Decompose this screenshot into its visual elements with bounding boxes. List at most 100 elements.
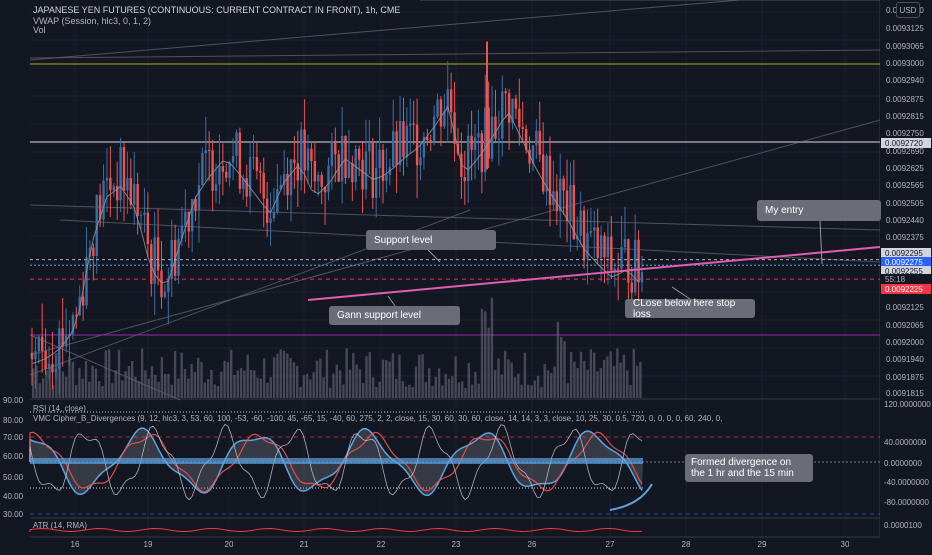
candle-body (368, 142, 371, 152)
candle-body (184, 211, 187, 226)
price-badge-label: 0.0092255 (885, 267, 923, 276)
candle-body (419, 157, 422, 166)
volume-bar (632, 349, 635, 398)
candle-body (497, 138, 501, 140)
price-badge-label: 55:18 (885, 275, 906, 284)
volume-bar (629, 384, 632, 398)
vmc-legend: VMC Cipher_B_Divergences (9, 12, hlc3, 3… (33, 414, 723, 423)
gann-support-line (307, 268, 644, 301)
volume-bar (233, 375, 236, 398)
candle-body (504, 91, 507, 94)
indicator-left-label: 90.00 (3, 396, 24, 405)
volume-bar (91, 365, 94, 398)
volume-bar (609, 351, 612, 398)
volume-bar (602, 359, 606, 398)
volume-bar (428, 368, 431, 398)
stoploss-pointer (671, 286, 691, 300)
volume-bar (68, 356, 71, 398)
volume-bar (467, 363, 470, 398)
my-entry-callout[interactable]: My entry (757, 200, 881, 221)
volume-bar (421, 354, 424, 398)
volume-bar (276, 353, 279, 398)
candle-body (627, 239, 630, 283)
volume-bar (355, 364, 358, 398)
volume-bar (144, 370, 147, 398)
volume-bar (546, 370, 550, 398)
indicator-right-label: 0.0000000 (884, 459, 922, 468)
volume-bar (177, 378, 180, 398)
volume-bar (365, 356, 368, 398)
volume-bar (296, 365, 299, 398)
candle-body (218, 166, 221, 185)
candle-body (620, 247, 623, 269)
candle-body (208, 149, 211, 151)
candle-body (187, 211, 190, 232)
price-tick-label: 0.0092750 (886, 129, 924, 138)
wave-one (29, 427, 643, 497)
volume-bar (249, 369, 253, 398)
support-level-callout[interactable]: Support level (366, 230, 496, 250)
candle-body (538, 130, 541, 155)
volume-bar (259, 378, 263, 398)
volume-bar (160, 357, 164, 398)
volume-bar (131, 361, 134, 398)
candle-body (156, 237, 160, 271)
candle-body (150, 244, 153, 284)
volume-bar (457, 382, 461, 398)
candle-body (177, 238, 180, 276)
price-badge (881, 284, 931, 294)
candle-body (238, 132, 242, 189)
gann-support-callout[interactable]: Gann support level (329, 306, 460, 325)
volume-bar (385, 360, 388, 398)
volume-bar (391, 353, 395, 398)
volume-bar (388, 361, 391, 398)
candle-body (129, 177, 133, 205)
volume-bar (540, 386, 543, 398)
time-tick-label: 27 (606, 540, 615, 549)
candle-body (235, 132, 238, 156)
indicator-right-label: -80.0000000 (884, 498, 929, 507)
volume-bar (398, 354, 401, 398)
volume-bar (206, 379, 210, 398)
indicator-left-label: 60.00 (3, 452, 24, 461)
volume-bar (566, 383, 569, 398)
candle-body (524, 129, 528, 150)
divergence-callout[interactable]: Formed divergence on the 1 hr and the 15… (685, 454, 813, 482)
volume-bar (200, 361, 203, 398)
divergence-curve (609, 483, 653, 511)
volume-bar (41, 378, 45, 398)
candle-body (160, 270, 163, 298)
currency-button[interactable]: USD (896, 2, 920, 18)
volume-bar (239, 368, 243, 398)
candle-body (616, 268, 620, 270)
volume-bar (84, 361, 88, 398)
volume-bar (157, 381, 160, 398)
candle-body (163, 291, 167, 298)
volume-bar (124, 371, 127, 398)
indicator-left-label: 40.00 (3, 492, 24, 501)
volume-bar (134, 376, 137, 398)
candle-body (109, 177, 112, 191)
volume-bar (312, 372, 315, 398)
volume-bar (461, 381, 464, 398)
candle-body (405, 125, 409, 158)
candle-body (85, 256, 88, 306)
candle-body (637, 239, 640, 283)
candle-body (293, 159, 296, 164)
candle-body (279, 184, 282, 190)
volume-bar (121, 380, 124, 398)
candle-body (511, 98, 514, 123)
candle-body (432, 116, 436, 142)
candle-body (514, 98, 518, 109)
stop-loss-callout[interactable]: CLose below here stop loss (625, 298, 755, 320)
volume-bar (553, 366, 556, 398)
candle-body (429, 140, 432, 142)
price-tick-label: 0.0092875 (886, 95, 924, 104)
indicator-right-label: 120.0000000 (884, 400, 931, 409)
candle-body (115, 185, 119, 201)
volume-bar (98, 380, 101, 398)
volume-bar (180, 352, 183, 398)
candle-body (351, 163, 354, 183)
candle-body (613, 268, 616, 271)
